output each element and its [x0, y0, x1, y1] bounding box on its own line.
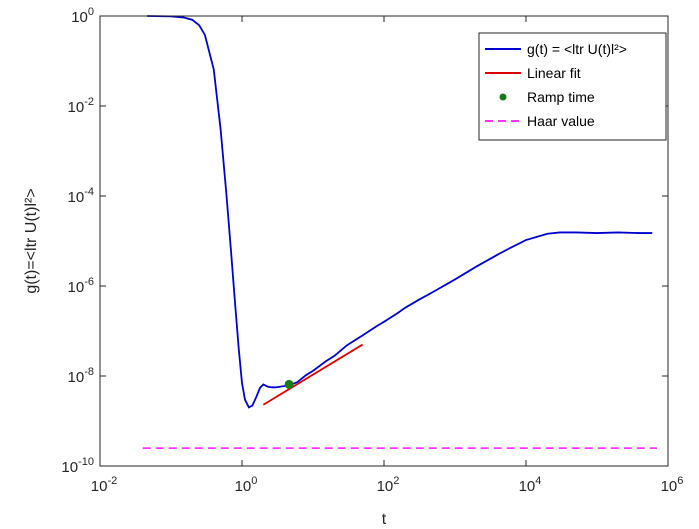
x-tick-label: 10-2 — [91, 475, 117, 495]
legend-item-linear-fit-label: Linear fit — [527, 65, 581, 81]
plot-lines — [142, 15, 657, 449]
x-tick-label: 102 — [377, 475, 400, 495]
legend-item-haar-value-label: Haar value — [527, 113, 595, 129]
y-tick-label: 100 — [71, 6, 94, 26]
ramp-time-marker — [284, 379, 294, 389]
linear-fit-line — [262, 343, 364, 406]
y-tick-label: 10-10 — [61, 456, 94, 476]
tick-labels: 10-2 100 102 104 106 10-10 10-8 10-6 10-4 10-2 100 — [61, 6, 683, 495]
x-tick-label: 104 — [519, 475, 542, 495]
legend-item-ramp-time-label: Ramp time — [527, 89, 595, 105]
y-tick-label: 10-8 — [68, 366, 94, 386]
legend: g(t) = <ltr U(t)l²> Linear fit Ramp time Ha… — [478, 32, 667, 141]
y-tick-label: 10-6 — [68, 276, 94, 296]
legend-item-ramp-time-swatch — [499, 93, 507, 101]
axis-ticks — [99, 15, 669, 467]
x-tick-label: 100 — [235, 475, 258, 495]
legend-item-g-label: g(t) = <ltr U(t)l²> — [527, 41, 627, 57]
x-axis-label: t — [382, 511, 387, 528]
y-axis-label: g(t)=<ltr U(t)l²> — [23, 188, 40, 293]
legend-box — [478, 32, 667, 141]
y-tick-label: 10-4 — [68, 186, 94, 206]
x-tick-label: 106 — [661, 475, 684, 495]
y-tick-label: 10-2 — [68, 96, 94, 116]
